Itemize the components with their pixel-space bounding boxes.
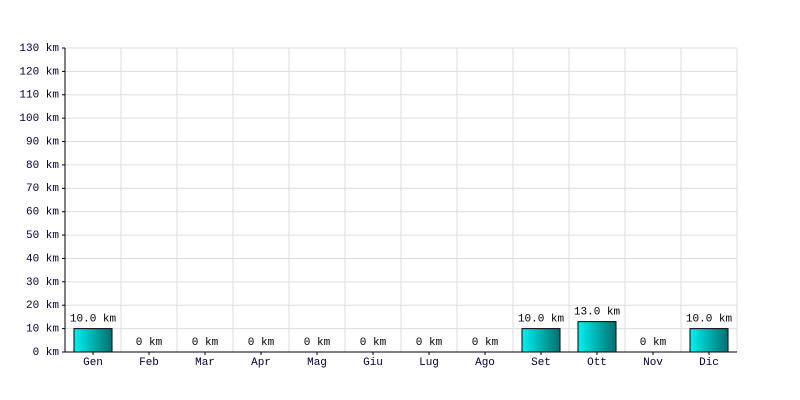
y-tick-label: 60 km — [26, 207, 59, 219]
value-label: 10.0 km — [70, 314, 117, 326]
x-tick-label: Mar — [195, 357, 215, 369]
x-tick-label: Lug — [419, 357, 439, 369]
value-label: 0 km — [472, 337, 499, 349]
y-tick-label: 10 km — [26, 324, 59, 336]
value-label: 0 km — [136, 337, 163, 349]
value-label: 0 km — [248, 337, 275, 349]
value-label: 13.0 km — [574, 307, 621, 319]
y-tick-label: 100 km — [19, 113, 59, 125]
y-tick-label: 80 km — [26, 160, 59, 172]
x-tick-label: Ott — [587, 357, 607, 369]
x-tick-label: Nov — [643, 357, 663, 369]
y-tick-label: 110 km — [19, 90, 59, 102]
x-tick-label: Ago — [475, 357, 495, 369]
y-tick-label: 50 km — [26, 230, 59, 242]
value-label: 0 km — [304, 337, 331, 349]
y-tick-label: 40 km — [26, 253, 59, 265]
y-tick-label: 130 km — [19, 43, 59, 55]
y-tick-label: 30 km — [26, 277, 59, 289]
y-tick-label: 90 km — [26, 136, 59, 148]
x-tick-label: Mag — [307, 357, 327, 369]
bar — [577, 321, 617, 353]
y-tick-label: 0 km — [33, 347, 60, 359]
value-label: 0 km — [192, 337, 219, 349]
value-label: 0 km — [640, 337, 667, 349]
y-tick-label: 20 km — [26, 300, 59, 312]
y-tick-label: 70 km — [26, 183, 59, 195]
x-tick-label: Apr — [251, 357, 271, 369]
x-tick-label: Giu — [363, 357, 383, 369]
value-label: 0 km — [360, 337, 387, 349]
x-tick-label: Set — [531, 357, 551, 369]
bar — [73, 328, 113, 353]
value-label: 10.0 km — [686, 314, 733, 326]
y-tick-label: 120 km — [19, 66, 59, 78]
x-tick-label: Gen — [83, 357, 103, 369]
value-label: 10.0 km — [518, 314, 565, 326]
x-tick-label: Dic — [699, 357, 719, 369]
bar — [689, 328, 729, 353]
x-tick-label: Feb — [139, 357, 159, 369]
value-label: 0 km — [416, 337, 443, 349]
bar — [521, 328, 561, 353]
